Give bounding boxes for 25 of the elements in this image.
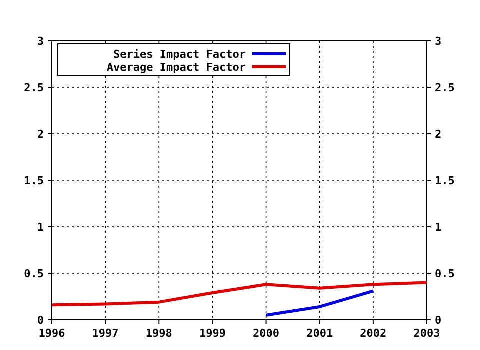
x-tick-label: 1999 (199, 327, 226, 340)
legend-label: Average Impact Factor (106, 61, 246, 74)
legend-label: Series Impact Factor (114, 48, 246, 61)
y2-tick-label: 1 (435, 221, 442, 234)
y-tick-label: 2.5 (24, 82, 44, 94)
x-tick-label: 1997 (92, 327, 119, 340)
y-tick-label: 1.5 (24, 174, 44, 188)
y-tick-label: 0 (37, 314, 44, 327)
y2-tick-label: 1.5 (435, 174, 455, 188)
x-tick-label: 2002 (360, 327, 387, 340)
y2-tick-label: 2.5 (435, 82, 455, 94)
y-tick-label: 0.5 (24, 268, 44, 280)
y-tick-label: 2 (37, 128, 44, 141)
x-tick-label: 2003 (414, 327, 440, 340)
x-tick-label: 2001 (306, 327, 334, 340)
y2-tick-label: 0 (435, 314, 442, 327)
x-tick-label: 2000 (253, 327, 280, 340)
y2-tick-label: 0.5 (435, 268, 455, 280)
line-series (50, 281, 428, 307)
y-tick-label: 3 (37, 35, 44, 48)
y2-tick-label: 3 (435, 35, 442, 48)
y2-tick-label: 2 (435, 128, 442, 141)
y-tick-label: 1 (37, 221, 44, 234)
x-tick-label: 1998 (146, 327, 172, 340)
x-tick-label: 1996 (38, 327, 66, 340)
